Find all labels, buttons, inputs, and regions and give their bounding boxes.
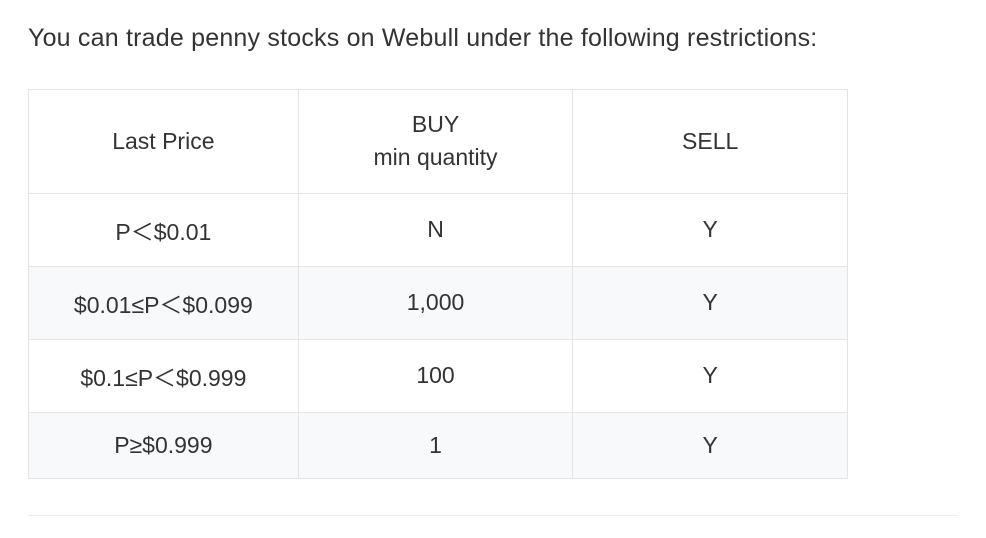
- cell-sell: Y: [573, 412, 848, 478]
- cell-sell: Y: [573, 193, 848, 266]
- table-row: $0.01≤P＜$0.099 1,000 Y: [29, 266, 848, 339]
- cell-sell: Y: [573, 266, 848, 339]
- header-line: SELL: [585, 125, 835, 158]
- cell-last-price: P＜$0.01: [29, 193, 299, 266]
- table-header-row: Last Price BUY min quantity SELL: [29, 90, 848, 194]
- header-line: BUY: [311, 108, 561, 141]
- bottom-divider: [28, 515, 958, 516]
- cell-sell: Y: [573, 339, 848, 412]
- table-row: P≥$0.999 1 Y: [29, 412, 848, 478]
- col-header-last-price: Last Price: [29, 90, 299, 194]
- cell-last-price: P≥$0.999: [29, 412, 299, 478]
- cell-buy-min: 1,000: [298, 266, 573, 339]
- cell-buy-min: N: [298, 193, 573, 266]
- cell-last-price: $0.1≤P＜$0.999: [29, 339, 299, 412]
- header-line: min quantity: [311, 141, 561, 174]
- header-line: Last Price: [41, 125, 286, 158]
- cell-last-price: $0.01≤P＜$0.099: [29, 266, 299, 339]
- restrictions-table: Last Price BUY min quantity SELL P＜$0.01…: [28, 89, 848, 479]
- intro-text: You can trade penny stocks on Webull und…: [28, 24, 958, 53]
- cell-buy-min: 1: [298, 412, 573, 478]
- col-header-buy: BUY min quantity: [298, 90, 573, 194]
- table-row: P＜$0.01 N Y: [29, 193, 848, 266]
- col-header-sell: SELL: [573, 90, 848, 194]
- cell-buy-min: 100: [298, 339, 573, 412]
- table-row: $0.1≤P＜$0.999 100 Y: [29, 339, 848, 412]
